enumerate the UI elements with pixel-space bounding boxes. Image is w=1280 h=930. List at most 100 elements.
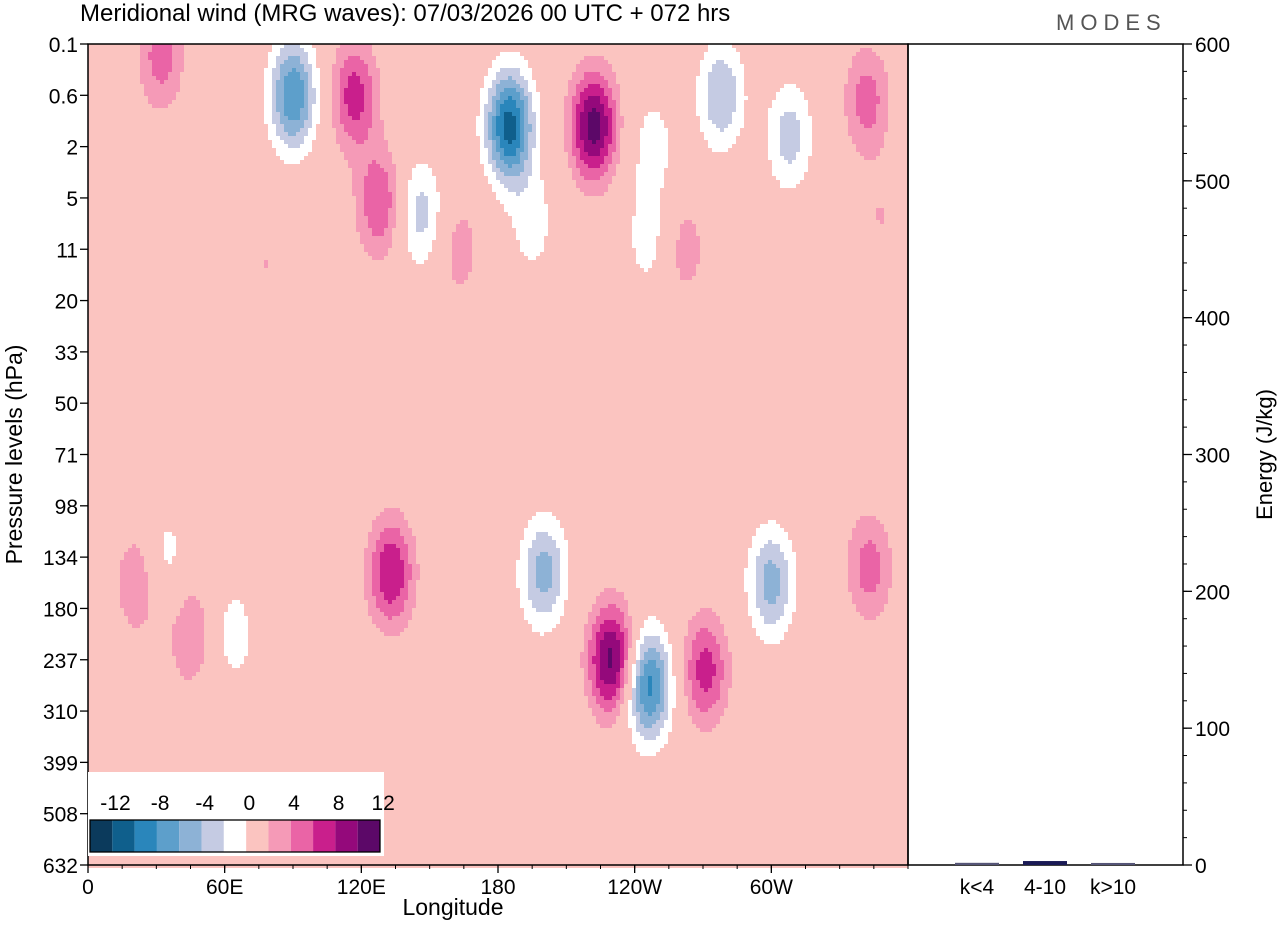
wind-field-cell bbox=[792, 612, 860, 616]
wind-field-cell bbox=[528, 112, 536, 116]
wind-field-cell bbox=[284, 88, 304, 92]
wind-field-cell bbox=[88, 648, 172, 652]
wind-field-cell bbox=[392, 204, 396, 208]
wind-field-cell bbox=[352, 192, 364, 196]
wind-field-cell bbox=[200, 600, 232, 604]
wind-field-cell bbox=[528, 564, 536, 568]
wind-field-cell bbox=[652, 684, 660, 688]
wind-field-cell bbox=[416, 204, 428, 208]
wind-field-cell bbox=[88, 352, 908, 356]
wind-field-cell bbox=[380, 100, 480, 104]
wind-field-cell bbox=[668, 128, 700, 132]
wind-field-cell bbox=[88, 828, 908, 832]
wind-field-cell bbox=[796, 584, 848, 588]
wind-field-cell bbox=[728, 640, 764, 644]
wind-field-cell bbox=[688, 700, 696, 704]
energy-category-label: k<4 bbox=[960, 876, 995, 899]
wind-field-cell bbox=[580, 92, 604, 96]
wind-field-cell bbox=[604, 92, 612, 96]
wind-field-cell bbox=[388, 208, 396, 212]
energy-bar bbox=[955, 862, 999, 865]
wind-field-cell bbox=[536, 80, 568, 84]
wind-field-cell bbox=[848, 124, 864, 128]
wind-field-cell bbox=[780, 524, 856, 528]
wind-field-cell bbox=[692, 684, 700, 688]
wind-field-cell bbox=[88, 284, 908, 288]
wind-field-cell bbox=[756, 572, 764, 576]
wind-field-cell bbox=[668, 640, 684, 644]
wind-field-cell bbox=[732, 672, 908, 676]
wind-field-cell bbox=[808, 104, 844, 108]
wind-field-cell bbox=[172, 44, 184, 48]
wind-field-cell bbox=[580, 60, 608, 64]
wind-field-cell bbox=[608, 84, 620, 88]
wind-field-cell bbox=[660, 228, 680, 232]
wind-field-cell bbox=[308, 76, 312, 80]
wind-field-cell bbox=[712, 632, 724, 636]
wind-field-cell bbox=[876, 212, 884, 216]
wind-field-cell bbox=[796, 84, 844, 88]
wind-field-cell bbox=[368, 72, 380, 76]
wind-field-cell bbox=[184, 60, 268, 64]
wind-field-cell bbox=[568, 580, 744, 584]
wind-field-cell bbox=[356, 216, 368, 220]
wind-field-cell bbox=[184, 600, 200, 604]
wind-field-cell bbox=[312, 148, 340, 152]
wind-field-cell bbox=[388, 616, 392, 620]
wind-field-cell bbox=[88, 616, 128, 620]
wind-field-cell bbox=[88, 496, 908, 500]
wind-field-cell bbox=[620, 692, 624, 696]
wind-field-cell bbox=[504, 132, 516, 136]
wind-field-cell bbox=[764, 596, 776, 600]
wind-field-cell bbox=[780, 576, 788, 580]
wind-field-cell bbox=[768, 560, 772, 564]
wind-field-cell bbox=[380, 512, 404, 516]
wind-field-cell bbox=[148, 576, 364, 580]
wind-field-cell bbox=[684, 680, 692, 684]
wind-field-cell bbox=[660, 116, 700, 120]
wind-field-cell bbox=[516, 116, 520, 120]
wind-field-cell bbox=[624, 680, 628, 684]
wind-field-cell bbox=[580, 124, 588, 128]
wind-field-cell bbox=[728, 644, 908, 648]
wind-field-cell bbox=[416, 596, 520, 600]
wind-field-cell bbox=[352, 72, 356, 76]
wind-field-cell bbox=[636, 680, 640, 684]
wind-field-cell bbox=[360, 112, 372, 116]
wind-field-cell bbox=[348, 80, 360, 84]
wind-field-cell bbox=[88, 224, 356, 228]
wind-field-cell bbox=[184, 604, 200, 608]
wind-field-cell bbox=[304, 104, 308, 108]
wind-field-cell bbox=[640, 668, 644, 672]
wind-field-cell bbox=[888, 96, 908, 100]
wind-field-cell bbox=[488, 88, 496, 92]
wind-field-cell bbox=[88, 720, 596, 724]
wind-field-cell bbox=[848, 548, 860, 552]
wind-field-cell bbox=[88, 520, 372, 524]
wind-field-cell bbox=[616, 720, 628, 724]
wind-field-cell bbox=[620, 684, 624, 688]
wind-field-cell bbox=[608, 104, 616, 108]
wind-field-cell bbox=[88, 208, 356, 212]
wind-field-cell bbox=[284, 124, 304, 128]
wind-field-cell bbox=[352, 168, 368, 172]
wind-field-cell bbox=[812, 124, 848, 128]
wind-field-cell bbox=[864, 616, 876, 620]
wind-field-cell bbox=[88, 688, 584, 692]
wind-field-cell bbox=[780, 140, 800, 144]
wind-field-cell bbox=[320, 68, 332, 72]
wind-field-cell bbox=[668, 140, 708, 144]
wind-field-cell bbox=[496, 132, 504, 136]
wind-field-cell bbox=[416, 212, 428, 216]
wind-field-cell bbox=[712, 680, 720, 684]
wind-field-cell bbox=[852, 140, 884, 144]
wind-field-cell bbox=[600, 84, 608, 88]
wind-field-cell bbox=[564, 612, 588, 616]
wind-field-cell bbox=[780, 580, 788, 584]
wind-field-cell bbox=[620, 96, 696, 100]
wind-field-cell bbox=[384, 528, 400, 532]
wind-field-cell bbox=[632, 712, 640, 716]
wind-field-cell bbox=[728, 692, 908, 696]
wind-field-cell bbox=[584, 632, 592, 636]
wind-field-cell bbox=[380, 628, 404, 632]
